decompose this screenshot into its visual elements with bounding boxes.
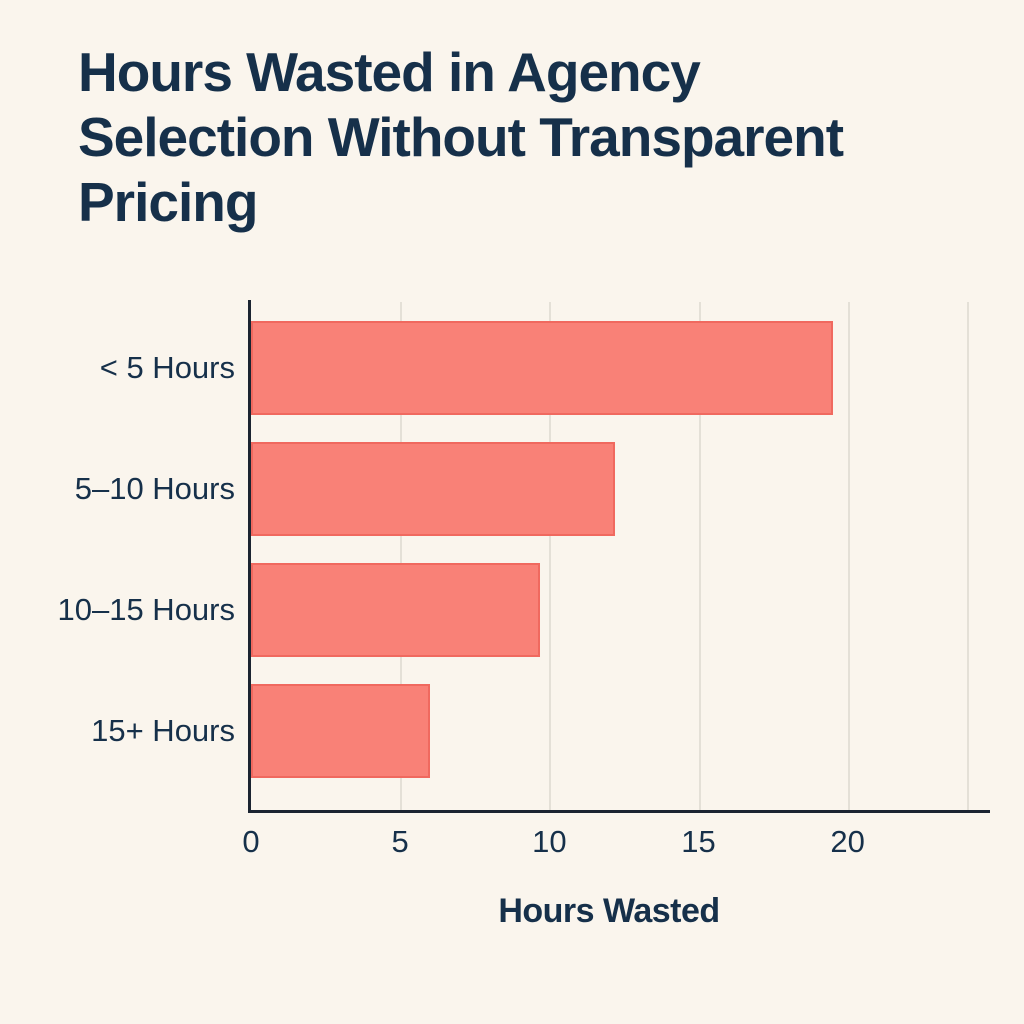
gridline xyxy=(549,302,552,810)
bar xyxy=(251,684,430,778)
chart-title: Hours Wasted in Agency Selection Without… xyxy=(78,41,844,233)
bar xyxy=(251,563,541,657)
gridline xyxy=(400,302,403,810)
bar xyxy=(251,442,615,536)
tick-label: 15 xyxy=(681,824,716,859)
x-axis-title: Hours Wasted xyxy=(498,892,720,930)
gridline xyxy=(698,302,701,810)
category-label: 15+ Hours xyxy=(91,713,235,748)
x-axis-line xyxy=(248,810,990,813)
bar xyxy=(251,321,833,415)
category-label: 5–10 Hours xyxy=(74,471,235,506)
plot-area xyxy=(251,302,969,810)
tick-label: 0 xyxy=(242,824,260,859)
category-label: < 5 Hours xyxy=(99,350,235,385)
category-label: 10–15 Hours xyxy=(57,592,235,627)
gridline xyxy=(847,302,850,810)
x-tick-labels: 0 5 10 15 20 xyxy=(242,824,967,866)
tick-label: 20 xyxy=(830,824,865,859)
y-axis-line xyxy=(248,300,251,813)
tick-label: 10 xyxy=(532,824,567,859)
tick-label: 5 xyxy=(391,824,409,859)
category-axis: < 5 Hours 5–10 Hours 10–15 Hours 15+ Hours xyxy=(0,302,235,810)
